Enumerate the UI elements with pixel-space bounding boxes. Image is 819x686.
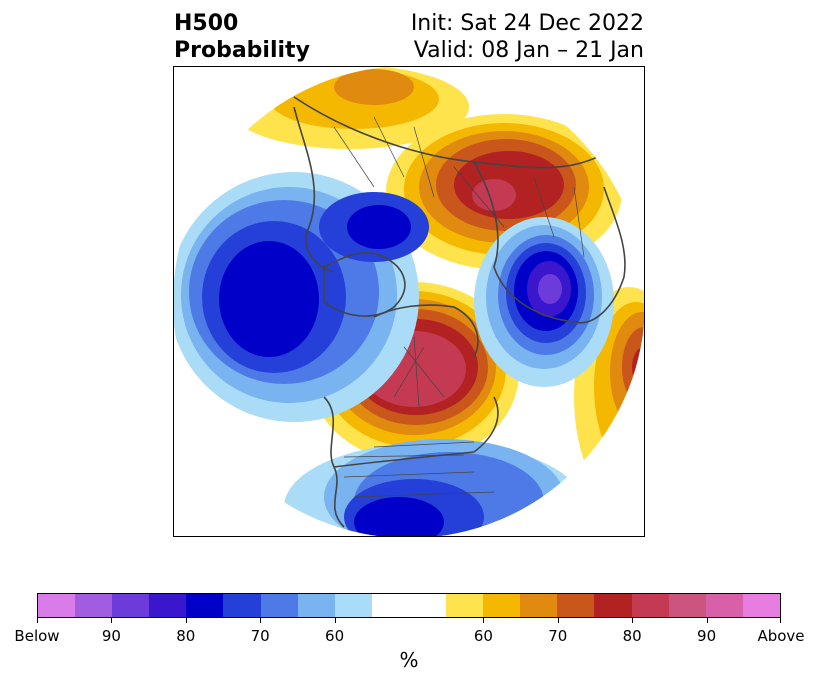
title-type: Probability xyxy=(174,38,310,63)
anomaly-below-scandinavia xyxy=(319,192,429,262)
colorbar-cell xyxy=(260,594,298,617)
colorbar-cell xyxy=(223,594,261,617)
colorbar-tick-mark xyxy=(557,618,559,623)
colorbar-tick-mark xyxy=(260,618,262,623)
title-variable: H500 xyxy=(174,11,239,36)
colorbar-cell xyxy=(297,594,335,617)
colorbar-tick-mark xyxy=(111,618,113,623)
colorbar-tick-mark xyxy=(483,618,485,623)
chart-dates: Init: Sat 24 Dec 2022 Valid: 08 Jan – 21… xyxy=(411,10,644,64)
colorbar-tick-label: Above xyxy=(757,627,805,645)
colorbar-cell xyxy=(408,594,447,617)
valid-range: Valid: 08 Jan – 21 Jan xyxy=(413,38,644,63)
colorbar-cell xyxy=(631,594,669,617)
chart-title: H500 Probability xyxy=(174,10,310,64)
colorbar-cell xyxy=(186,594,224,617)
coast-eurasia xyxy=(293,96,615,323)
coast-greenland xyxy=(323,252,406,317)
colorbar-cell xyxy=(520,594,558,617)
map-panel xyxy=(173,66,645,537)
colorbar-tick-mark xyxy=(706,618,708,623)
colorbar-tick-label: 90 xyxy=(101,627,121,645)
anomaly-below-northpacific xyxy=(474,217,614,387)
colorbar-cell xyxy=(38,594,76,617)
colorbar-tick-label: 60 xyxy=(473,627,493,645)
borders xyxy=(333,116,585,498)
colorbar-cell xyxy=(446,594,484,617)
colorbar-tick-label: 60 xyxy=(325,627,345,645)
colorbar-cell xyxy=(75,594,113,617)
coast-europe xyxy=(293,106,335,273)
init-date: Init: Sat 24 Dec 2022 xyxy=(410,11,644,36)
colorbar-cell xyxy=(557,594,595,617)
colorbar-tick-label: 70 xyxy=(548,627,568,645)
colorbar-tick-mark xyxy=(37,618,38,623)
colorbar-cell xyxy=(334,594,372,617)
colorbar-cell xyxy=(705,594,743,617)
colorbar-tick-mark xyxy=(334,618,336,623)
colorbar-cell xyxy=(594,594,632,617)
colorbar-cell xyxy=(149,594,187,617)
colorbar-tick-label: 80 xyxy=(176,627,196,645)
colorbar-tick-mark xyxy=(632,618,634,623)
colorbar-tick-mark xyxy=(780,618,781,623)
colorbar-cell xyxy=(483,594,521,617)
anomaly-above-europe xyxy=(229,67,469,149)
colorbar-tick-label: 70 xyxy=(250,627,270,645)
colorbar-tick-label: 80 xyxy=(622,627,642,645)
colorbar-cell xyxy=(668,594,706,617)
colorbar-cell xyxy=(112,594,150,617)
coast-north-america xyxy=(323,304,499,528)
colorbar-tick-mark xyxy=(185,618,187,623)
coastlines xyxy=(293,96,626,528)
colorbar-tick-label: 90 xyxy=(697,627,717,645)
colorbar-unit: % xyxy=(399,648,419,672)
probability-map xyxy=(174,67,644,536)
coast-asia-pacific xyxy=(573,186,626,324)
colorbar xyxy=(37,593,781,618)
colorbar-cell xyxy=(371,594,409,617)
colorbar-cell xyxy=(742,594,780,617)
colorbar-tick-label: Below xyxy=(14,627,60,645)
